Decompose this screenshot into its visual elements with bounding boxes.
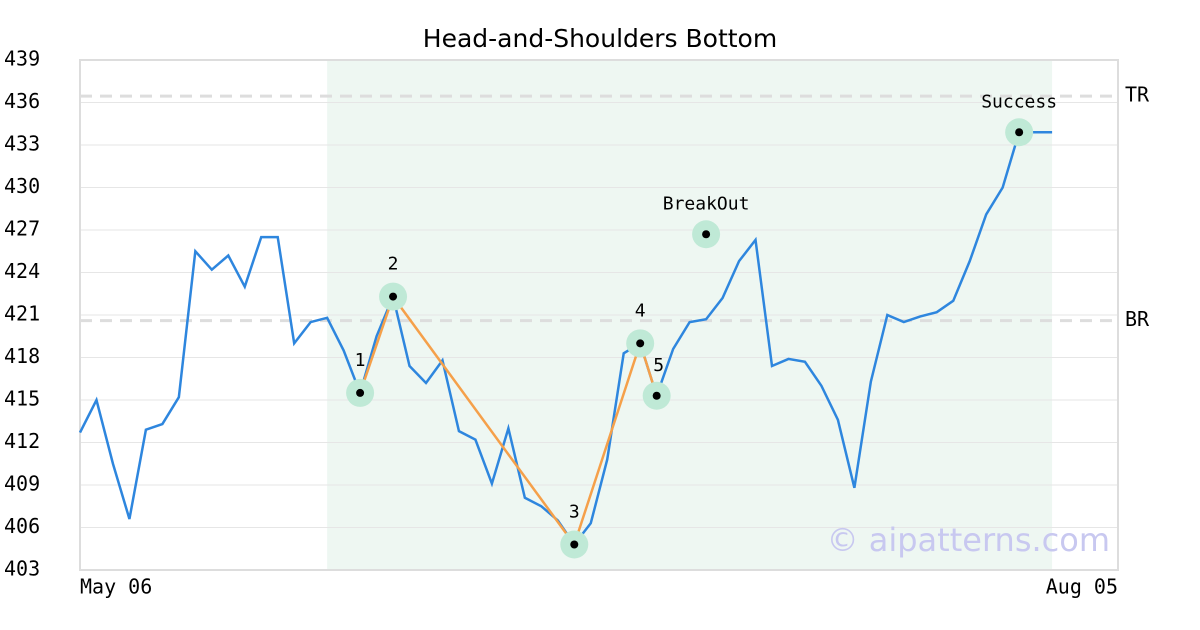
point-dot	[1015, 128, 1024, 137]
y-tick-label: 412	[4, 429, 40, 453]
y-tick-label: 406	[4, 514, 40, 538]
y-tick-label: 427	[4, 217, 40, 241]
annotation-label: Success	[981, 91, 1057, 112]
y-tick-label: 403	[4, 557, 40, 581]
level-label: BR	[1125, 307, 1150, 331]
y-tick-label: 415	[4, 387, 40, 411]
chart-title: Head-and-Shoulders Bottom	[423, 24, 777, 53]
pattern-label: 5	[653, 355, 664, 376]
y-tick-label: 430	[4, 174, 40, 198]
y-tick-label: 409	[4, 472, 40, 496]
y-tick-label: 418	[4, 344, 40, 368]
x-tick-label: Aug 05	[1046, 575, 1118, 599]
pattern-label: 3	[569, 502, 580, 523]
level-label: TR	[1125, 83, 1150, 107]
pattern-label: 2	[388, 254, 399, 275]
x-tick-label: May 06	[80, 575, 152, 599]
point-dot	[389, 292, 398, 301]
watermark: © aipatterns.com	[827, 521, 1110, 559]
y-tick-label: 421	[4, 302, 40, 326]
annotation-label: BreakOut	[663, 193, 750, 214]
point-dot	[356, 388, 365, 397]
point-dot	[652, 391, 661, 400]
pattern-label: 1	[355, 350, 366, 371]
pattern-label: 4	[635, 300, 646, 321]
point-dot	[636, 339, 645, 348]
plot-frame	[79, 59, 1119, 571]
y-tick-label: 439	[4, 47, 40, 71]
y-tick-label: 436	[4, 89, 40, 113]
point-dot	[702, 230, 711, 239]
y-tick-label: 424	[4, 259, 40, 283]
y-tick-label: 433	[4, 132, 40, 156]
point-dot	[570, 540, 579, 549]
